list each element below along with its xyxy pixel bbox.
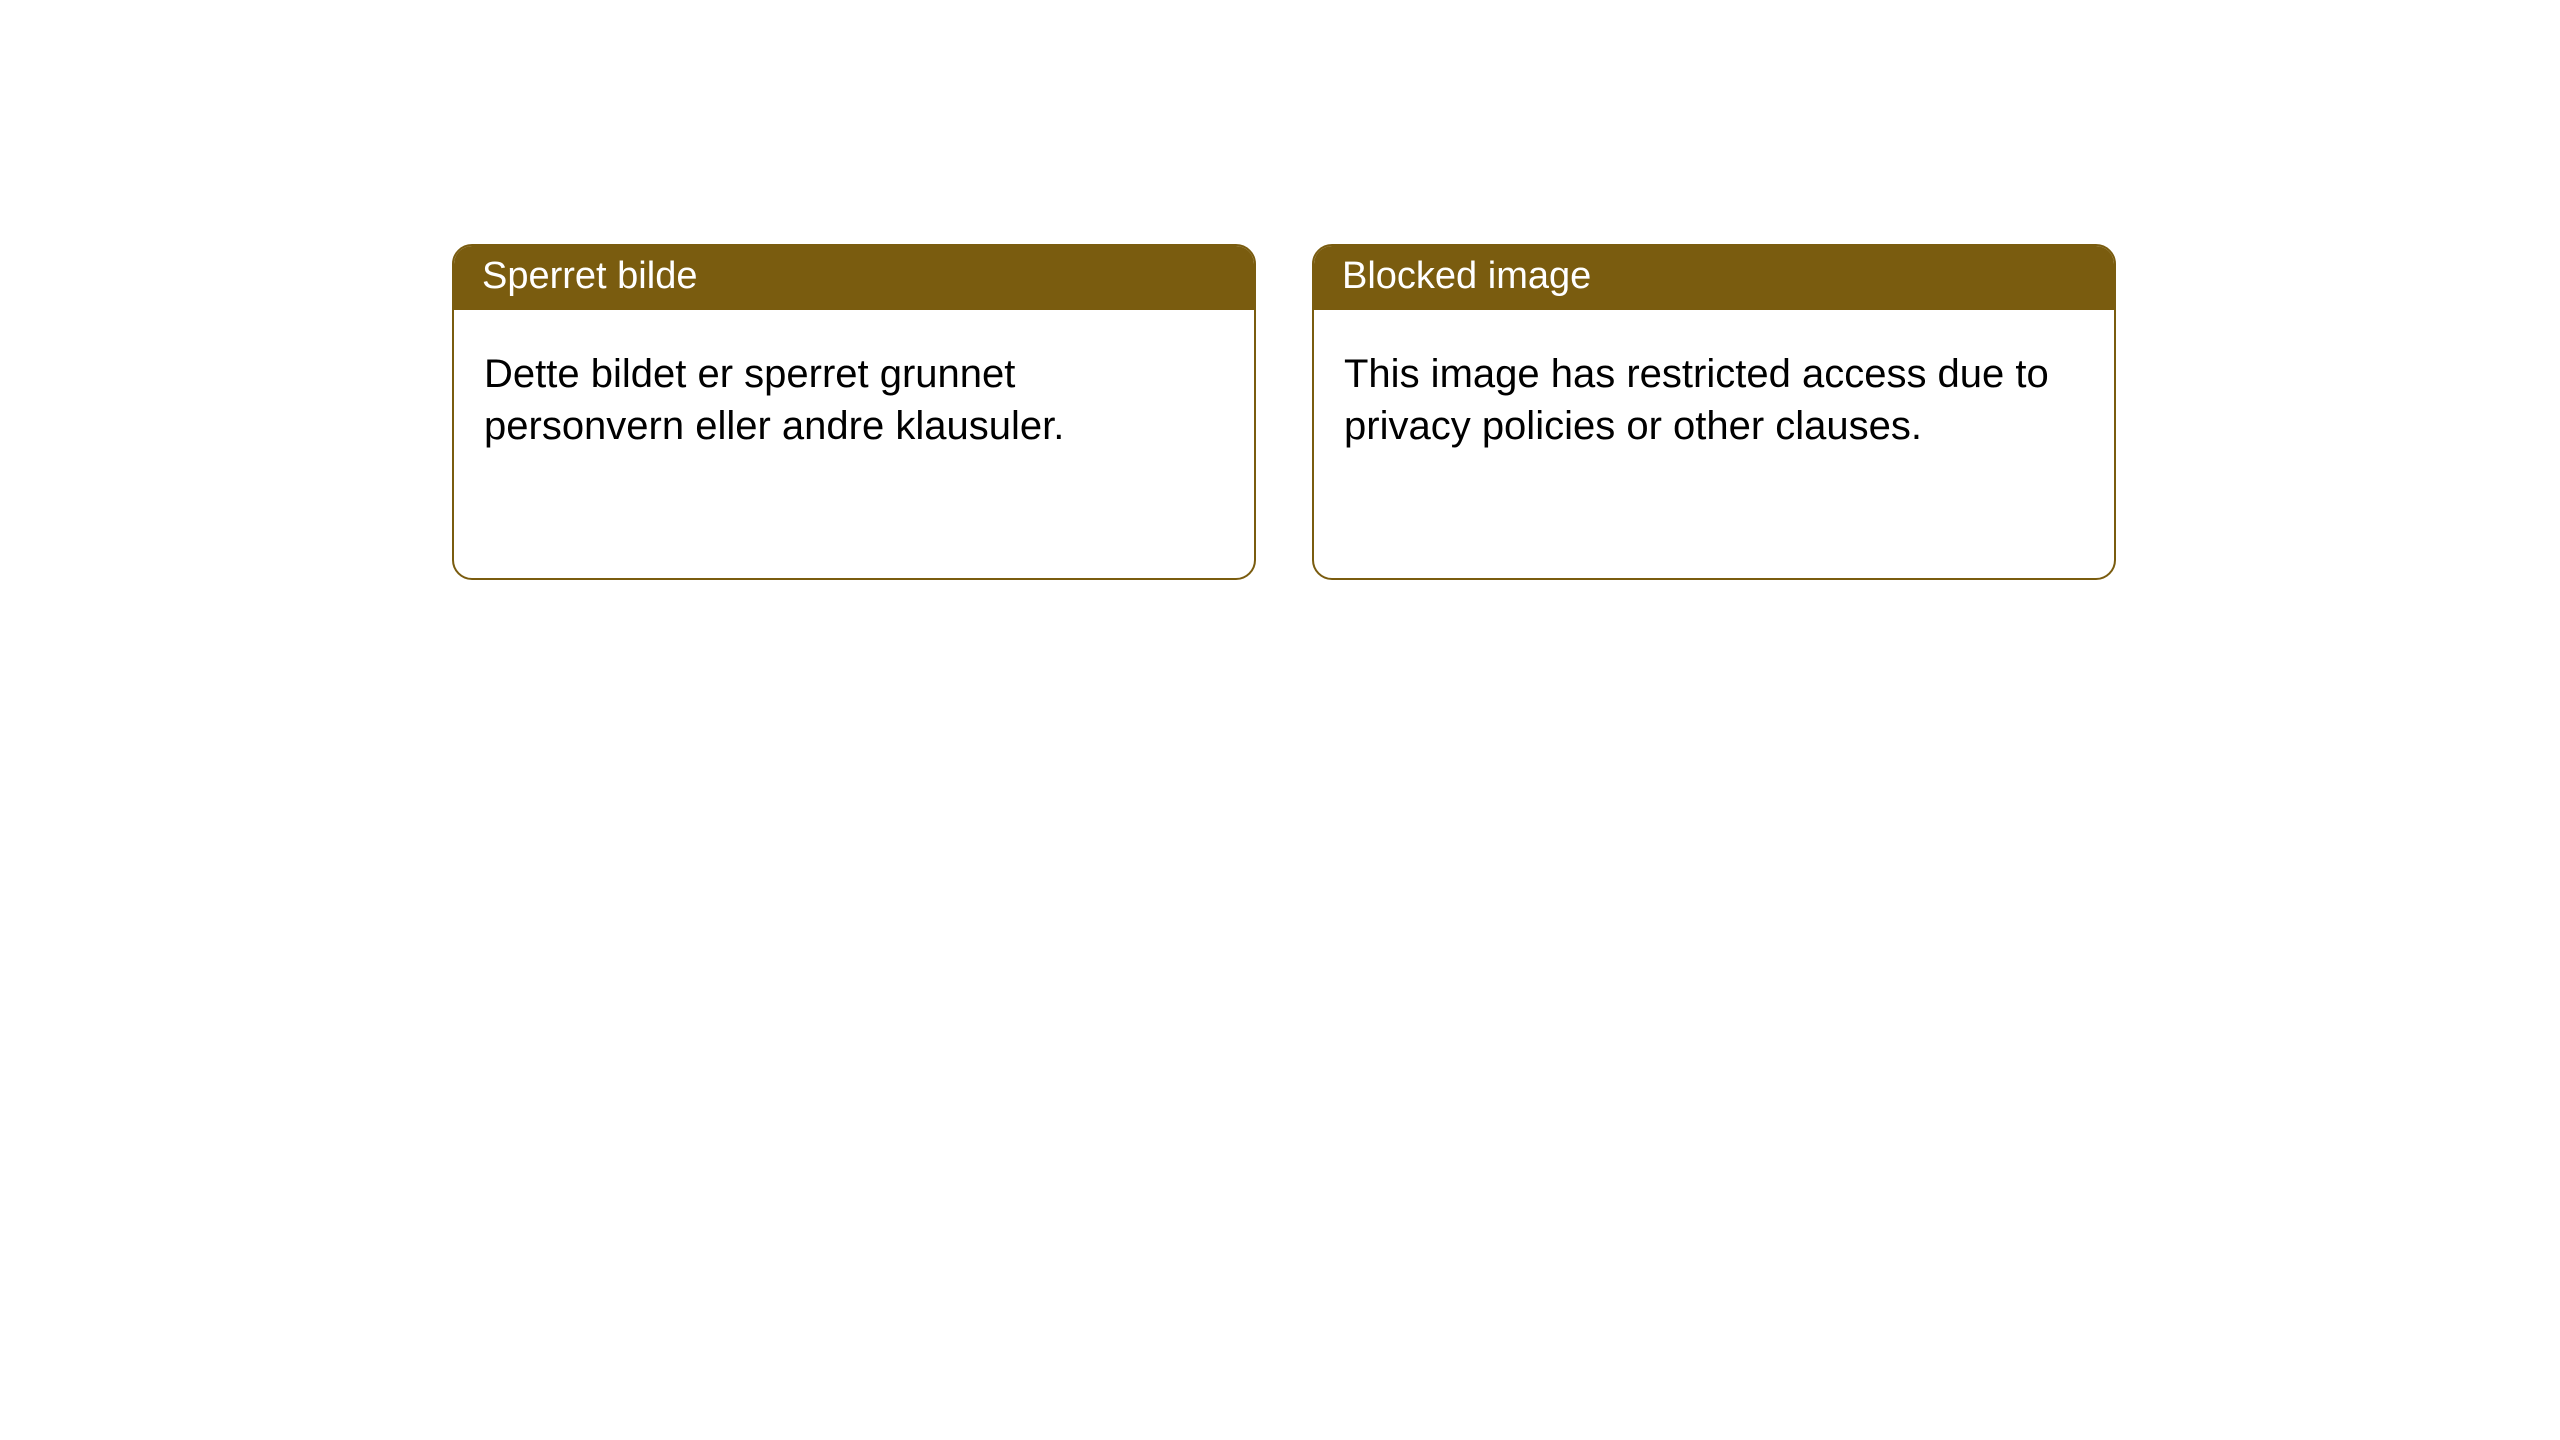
notice-body: Dette bildet er sperret grunnet personve… bbox=[454, 310, 1254, 482]
notice-card-norwegian: Sperret bilde Dette bildet er sperret gr… bbox=[452, 244, 1256, 580]
notice-title: Blocked image bbox=[1314, 246, 2114, 310]
notice-body: This image has restricted access due to … bbox=[1314, 310, 2114, 482]
notice-card-english: Blocked image This image has restricted … bbox=[1312, 244, 2116, 580]
notice-title: Sperret bilde bbox=[454, 246, 1254, 310]
notice-container: Sperret bilde Dette bildet er sperret gr… bbox=[0, 0, 2560, 580]
